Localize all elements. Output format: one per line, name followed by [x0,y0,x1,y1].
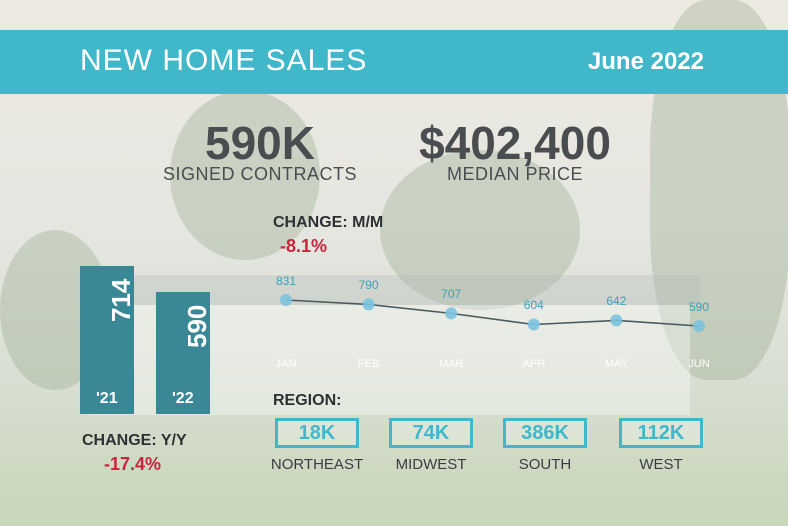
region-name-northeast: NORTHEAST [270,456,364,473]
median-price-label: MEDIAN PRICE [446,164,584,184]
data-point [693,320,705,332]
month-label: MAY [604,358,628,370]
month-label: JAN [275,358,297,370]
region-value-midwest: 74K [389,418,473,448]
data-point [280,294,292,306]
point-value-label: 707 [441,287,462,302]
change-yy-value: -17.4% [104,454,162,474]
background-tree [170,90,320,260]
region-value-south: 386K [503,418,587,448]
bar-0 [80,266,134,414]
point-value-label: 790 [358,278,379,293]
point-value-label: 831 [275,274,297,288]
region-name-west: WEST [639,456,683,473]
region-name-south: SOUTH [518,456,572,473]
month-label: JUN [688,358,710,370]
data-point [610,314,623,327]
bar-1 [156,292,210,414]
median-price-value: $402,400 [419,117,611,169]
data-point [362,298,375,311]
point-value-label: 590 [688,300,710,314]
region-value-west: 112K [619,418,703,448]
header-banner: NEW HOME SALES June 2022 [0,30,788,94]
report-date: June 2022 [587,48,704,75]
series-line [285,299,700,327]
region-heading: REGION: [273,392,342,409]
month-label: FEB [357,358,380,370]
signed-contracts-value: 590K [205,117,315,169]
page-title: NEW HOME SALES [80,44,368,77]
change-yy-label: CHANGE: Y/Y [82,432,187,449]
month-label: MAR [438,358,464,370]
point-value-label: 604 [523,298,544,313]
signed-contracts-label: SIGNED CONTRACTS [162,164,357,184]
change-mm-value: -8.1% [280,236,328,256]
bar-category-label: '21 [96,390,118,407]
month-label: APR [522,358,546,370]
point-value-label: 642 [606,294,627,309]
data-point [445,307,458,320]
change-mm-label: CHANGE: M/M [273,214,384,231]
data-point [527,318,540,331]
region-value-northeast: 18K [275,418,359,448]
bar-category-label: '22 [172,390,194,407]
background-tree [380,150,580,310]
region-name-midwest: MIDWEST [395,456,467,473]
